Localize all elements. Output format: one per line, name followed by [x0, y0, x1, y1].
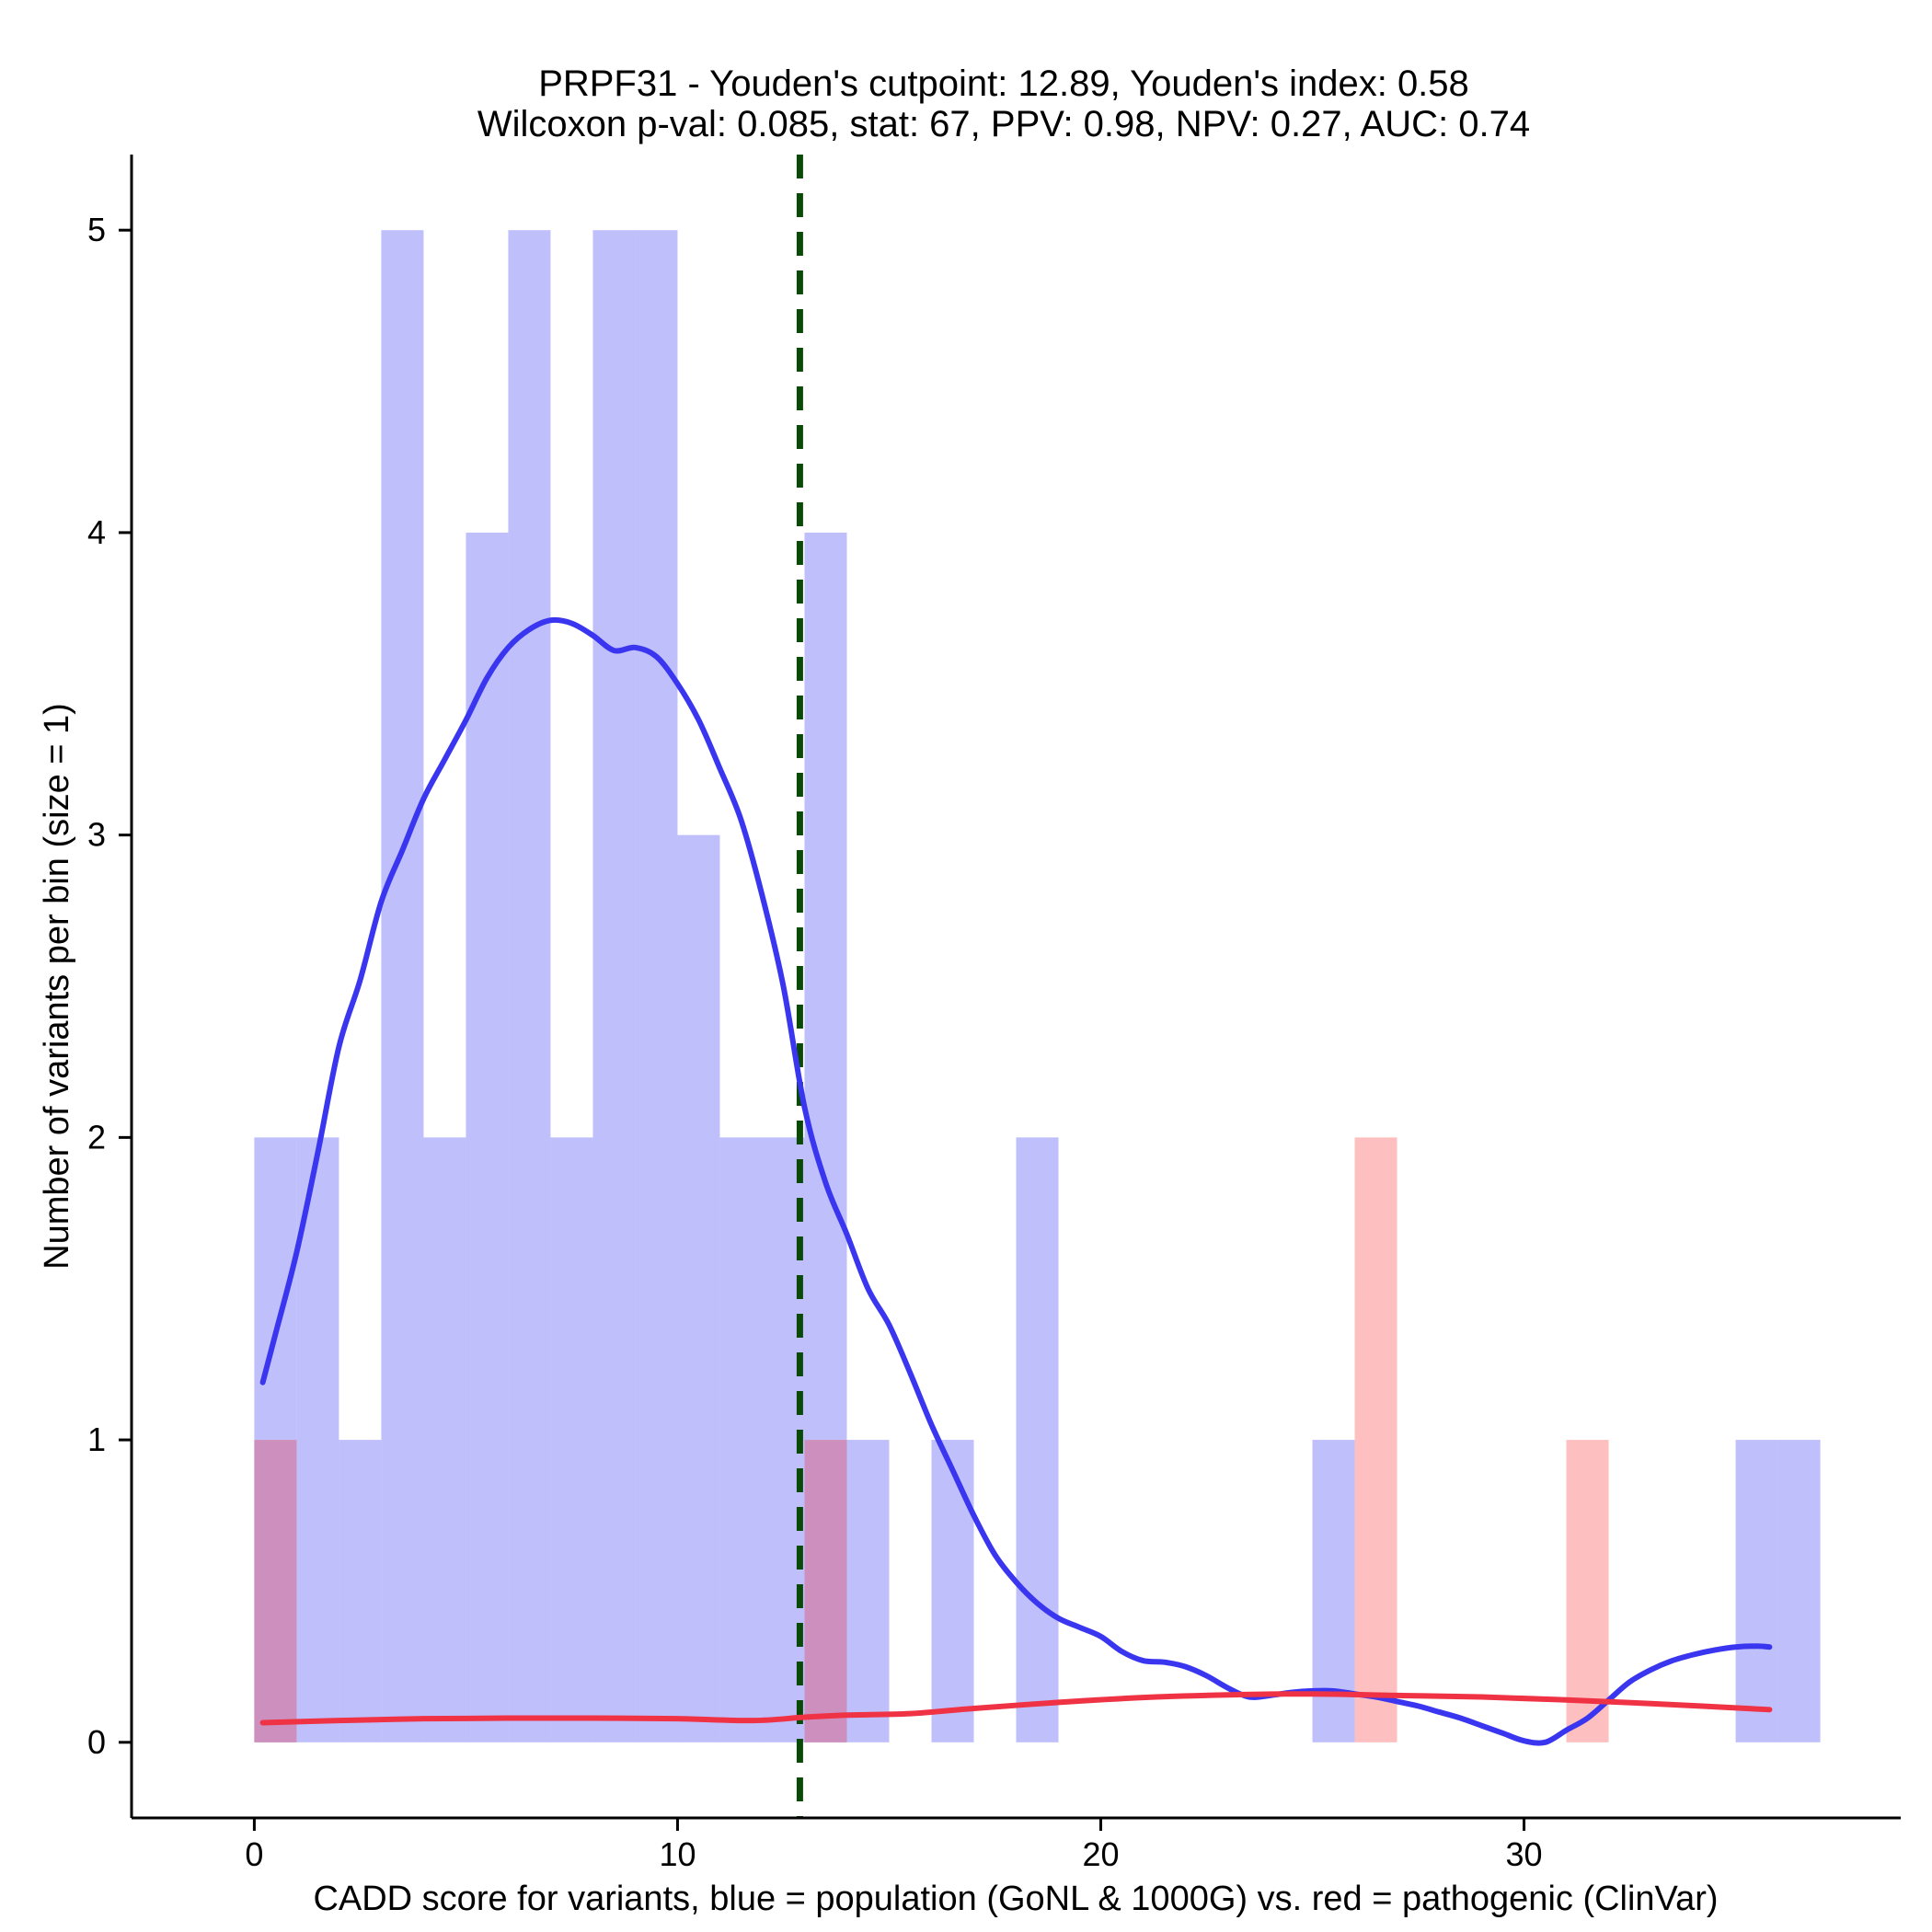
x-axis-title: CADD score for variants, blue = populati… — [313, 1880, 1718, 1918]
population-bar — [1735, 1440, 1778, 1742]
population-bar — [846, 1440, 890, 1742]
population-bar — [296, 1137, 339, 1742]
x-tick-label: 0 — [245, 1835, 263, 1873]
y-tick-label: 1 — [87, 1420, 106, 1458]
x-axis-ticks: 0 10 20 30 — [245, 1818, 1543, 1873]
population-bar — [1016, 1137, 1059, 1742]
y-tick-label: 3 — [87, 816, 106, 854]
population-bar — [677, 834, 720, 1742]
overlap-bar — [254, 1440, 297, 1742]
y-axis-ticks: 0 1 2 3 4 5 — [87, 211, 132, 1761]
population-bar — [423, 1137, 466, 1742]
population-bar — [550, 1137, 593, 1742]
x-tick-label: 30 — [1506, 1835, 1543, 1873]
pathogenic-bar — [1566, 1440, 1609, 1742]
population-bar — [339, 1440, 382, 1742]
density-curves — [259, 616, 1773, 1746]
x-tick-label: 20 — [1082, 1835, 1119, 1873]
chart-title-line-1: PRPF31 - Youden's cutpoint: 12.89, Youde… — [538, 63, 1469, 104]
population-density-curve — [259, 616, 1773, 1746]
axes: 0 10 20 30 0 1 2 3 4 5 — [87, 155, 1901, 1873]
y-axis-title: Number of variants per bin (size = 1) — [38, 703, 76, 1270]
population-bar — [381, 230, 424, 1742]
population-bar — [931, 1440, 974, 1742]
x-tick-label: 10 — [659, 1835, 696, 1873]
population-bar — [1777, 1440, 1821, 1742]
y-tick-label: 2 — [87, 1118, 106, 1156]
pathogenic-bar — [1354, 1137, 1397, 1742]
y-tick-label: 0 — [87, 1723, 106, 1761]
y-tick-label: 4 — [87, 513, 106, 551]
population-bar — [635, 230, 678, 1742]
population-bar — [592, 230, 636, 1742]
overlap-bar — [804, 1440, 847, 1742]
population-bar — [508, 230, 551, 1742]
pathogenic-density-curve — [259, 1691, 1773, 1726]
chart-title: PRPF31 - Youden's cutpoint: 12.89, Youde… — [477, 63, 1530, 144]
y-tick-label: 5 — [87, 211, 106, 248]
population-bar — [719, 1137, 763, 1742]
population-bar — [466, 532, 509, 1742]
chart-title-line-2: Wilcoxon p-val: 0.085, stat: 67, PPV: 0.… — [477, 104, 1530, 144]
overlap-bars — [254, 1440, 847, 1742]
